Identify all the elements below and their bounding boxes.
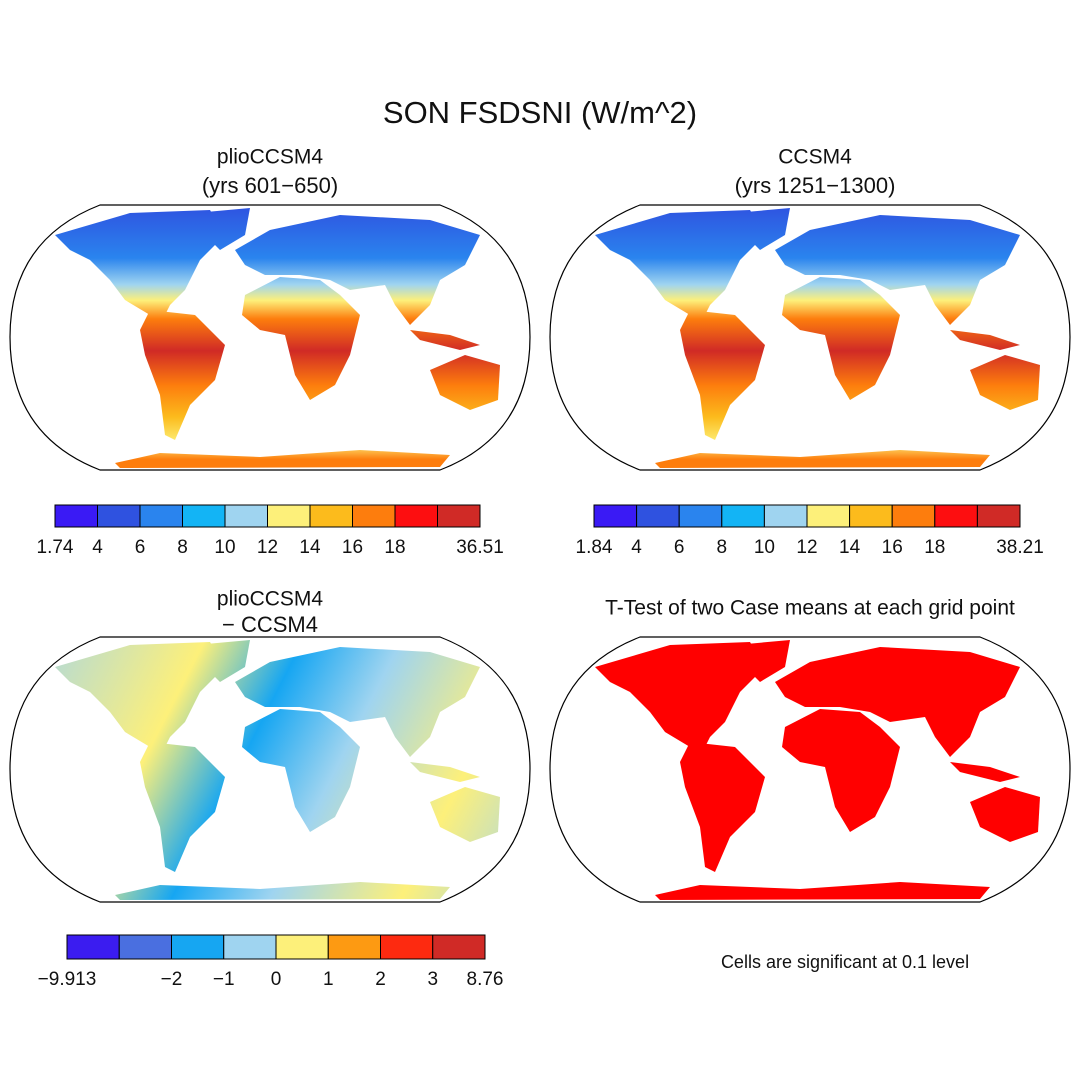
colorbar-label: 18 <box>384 537 405 558</box>
panel-subtitle: (yrs 1251−1300) <box>735 173 896 198</box>
colorbar-label: 14 <box>299 537 321 558</box>
colorbar-label: 4 <box>631 537 642 558</box>
map <box>549 636 1071 903</box>
colorbar-label: 8 <box>177 537 188 558</box>
colorbar-cell <box>806 504 851 528</box>
colorbar-label: 14 <box>839 537 861 558</box>
colorbar-cell <box>66 934 120 960</box>
colorbar-label: 1 <box>323 969 334 990</box>
colorbar-label: 10 <box>754 537 775 558</box>
colorbar-label: 18 <box>924 537 945 558</box>
colorbar-cell <box>139 504 183 528</box>
colorbar-cell <box>849 504 893 528</box>
figure-title: SON FSDSNI (W/m^2) <box>383 95 697 130</box>
colorbar-label: 1.74 <box>37 537 74 558</box>
colorbar-cell <box>97 504 141 528</box>
colorbar-cell <box>437 504 481 528</box>
colorbar-cell <box>54 504 98 528</box>
colorbar-label: −2 <box>161 969 183 990</box>
colorbar-cell <box>636 504 680 528</box>
colorbar-label: 38.21 <box>996 537 1044 558</box>
colorbar-label: 36.51 <box>456 537 504 558</box>
colorbar-cell <box>275 934 329 960</box>
colorbar-label: 16 <box>342 537 363 558</box>
colorbar-label: 3 <box>427 969 438 990</box>
map <box>549 204 1071 471</box>
colorbar-cell <box>721 504 765 528</box>
colorbar-label: 2 <box>375 969 386 990</box>
panel-title: CCSM4 <box>778 146 852 169</box>
colorbar-label: 8.76 <box>467 969 504 990</box>
colorbar-cell <box>327 934 381 960</box>
colorbar-cell <box>593 504 638 528</box>
colorbar-cell <box>224 504 268 528</box>
colorbar-cell <box>934 504 978 528</box>
colorbar-cell <box>182 504 226 528</box>
colorbar-cell <box>394 504 438 528</box>
panel-title: plioCCSM4 <box>217 588 324 611</box>
colorbar-cell <box>309 504 353 528</box>
map <box>9 636 531 903</box>
map <box>9 204 531 471</box>
panel-subtitle: − CCSM4 <box>222 612 318 637</box>
colorbar-label: 12 <box>796 537 817 558</box>
colorbar-label: 10 <box>214 537 235 558</box>
colorbar-cell <box>267 504 311 528</box>
colorbar-label: 8 <box>717 537 728 558</box>
colorbar-cell <box>380 934 434 960</box>
panel-subtitle: (yrs 601−650) <box>202 173 338 198</box>
panel-title: plioCCSM4 <box>217 146 324 169</box>
colorbar-label: −9.913 <box>38 969 97 990</box>
colorbar-label: 6 <box>674 537 685 558</box>
colorbar-label: 12 <box>257 537 278 558</box>
colorbar-label: 4 <box>92 537 103 558</box>
colorbar-cell <box>891 504 936 528</box>
colorbar-cell <box>763 504 808 528</box>
colorbar-cell <box>678 504 723 528</box>
colorbar-label: 0 <box>271 969 282 990</box>
colorbar-cell <box>976 504 1021 528</box>
colorbar-label: 16 <box>882 537 903 558</box>
colorbar-cell <box>171 934 225 960</box>
colorbar-cell <box>223 934 277 960</box>
panel-title: T-Test of two Case means at each grid po… <box>605 597 1015 620</box>
colorbar-cell <box>352 504 396 528</box>
colorbar-label: −1 <box>213 969 235 990</box>
colorbar-label: 6 <box>135 537 146 558</box>
colorbar-cell <box>118 934 172 960</box>
colorbar-cell <box>432 934 486 960</box>
colorbar-label: 1.84 <box>576 537 613 558</box>
note: Cells are significant at 0.1 level <box>721 952 969 972</box>
